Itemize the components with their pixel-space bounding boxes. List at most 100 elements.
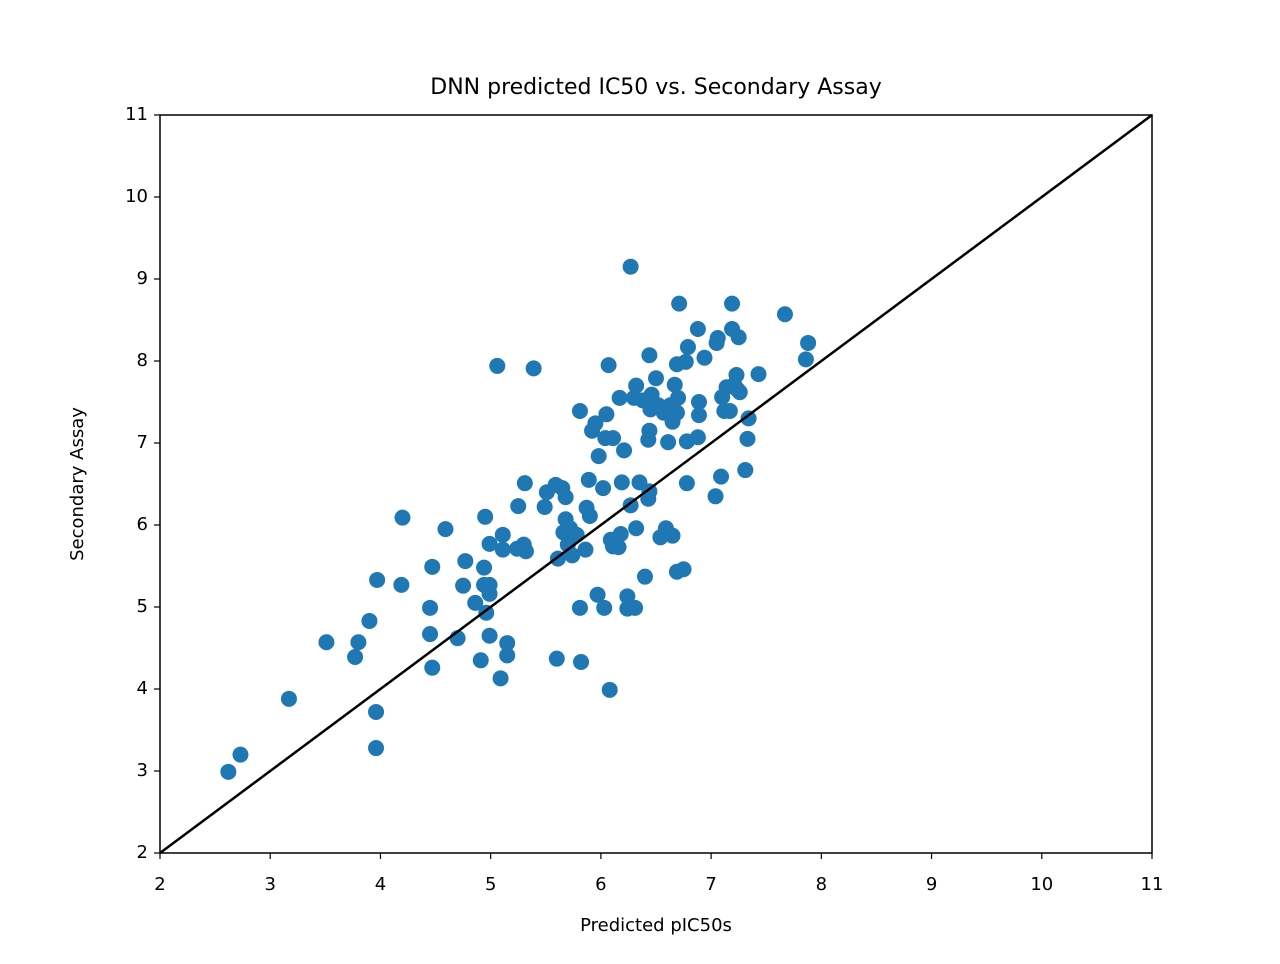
reference-line	[159, 113, 1153, 855]
point	[494, 526, 511, 543]
point	[361, 612, 378, 629]
point	[724, 295, 741, 312]
point	[568, 526, 585, 543]
x-tick-label: 7	[705, 874, 716, 895]
point	[677, 353, 694, 370]
point	[636, 568, 653, 585]
point	[598, 406, 615, 423]
y-tick-label: 3	[137, 760, 148, 781]
point	[668, 404, 685, 421]
point	[424, 558, 441, 575]
point	[622, 258, 639, 275]
x-tick-label: 8	[816, 874, 827, 895]
point	[577, 541, 594, 558]
point	[641, 422, 658, 439]
point	[477, 508, 494, 525]
point	[318, 634, 335, 651]
point	[596, 599, 613, 616]
point	[220, 763, 237, 780]
point	[492, 670, 509, 687]
point	[690, 407, 707, 424]
y-tick-label: 9	[137, 268, 148, 289]
point	[472, 652, 489, 669]
point	[581, 507, 598, 524]
x-tick-label: 4	[375, 874, 386, 895]
x-tick-label: 9	[926, 874, 937, 895]
point	[369, 571, 386, 588]
point	[797, 351, 814, 368]
point	[517, 543, 534, 560]
point	[648, 370, 664, 387]
x-tick-label: 3	[264, 874, 275, 895]
point	[467, 594, 484, 611]
point	[628, 377, 645, 394]
y-tick-label: 11	[125, 104, 148, 125]
point	[605, 430, 622, 447]
point	[481, 627, 498, 644]
point	[679, 339, 696, 356]
point	[675, 561, 692, 578]
point	[494, 541, 511, 558]
x-tick-label: 2	[154, 874, 165, 895]
point	[422, 599, 439, 616]
point	[590, 448, 607, 465]
point	[394, 509, 411, 526]
point	[689, 429, 706, 446]
chart-title: DNN predicted IC50 vs. Secondary Assay	[430, 75, 881, 100]
point	[368, 740, 385, 757]
point	[612, 526, 629, 543]
point	[499, 647, 516, 664]
x-tick-label: 11	[1141, 874, 1164, 895]
y-tick-label: 10	[125, 186, 148, 207]
point	[728, 366, 745, 383]
point	[587, 415, 604, 432]
point	[368, 703, 385, 720]
point	[393, 576, 410, 593]
y-tick-label: 8	[137, 350, 148, 371]
point	[499, 635, 516, 652]
point	[589, 586, 606, 603]
point	[571, 599, 588, 616]
point	[455, 577, 472, 594]
point	[232, 746, 249, 763]
point	[424, 659, 441, 676]
point	[557, 489, 574, 506]
point	[696, 349, 713, 366]
point	[595, 480, 612, 497]
point	[600, 357, 617, 374]
point	[510, 498, 527, 515]
y-tick-label: 2	[137, 842, 148, 863]
point	[525, 360, 542, 377]
point	[457, 553, 474, 570]
point	[580, 471, 597, 488]
point	[481, 535, 498, 552]
x-tick-label: 5	[485, 874, 496, 895]
point	[731, 384, 748, 401]
point	[739, 430, 756, 447]
point	[548, 650, 565, 667]
point	[730, 329, 747, 346]
x-axis-label: Predicted pIC50s	[580, 915, 732, 936]
point	[713, 468, 730, 485]
point	[707, 488, 724, 505]
point	[516, 475, 533, 492]
point	[616, 442, 633, 459]
point	[709, 330, 726, 347]
point	[610, 539, 627, 556]
point	[422, 626, 439, 643]
point	[750, 366, 767, 383]
point	[437, 521, 454, 538]
point	[280, 690, 297, 707]
point	[619, 588, 636, 605]
point	[564, 547, 581, 564]
point	[601, 681, 618, 698]
point	[573, 653, 590, 670]
point	[800, 334, 817, 351]
point	[666, 376, 683, 393]
point	[721, 403, 738, 420]
point	[611, 389, 628, 406]
point	[737, 462, 754, 479]
point	[613, 474, 630, 491]
point	[660, 434, 677, 451]
